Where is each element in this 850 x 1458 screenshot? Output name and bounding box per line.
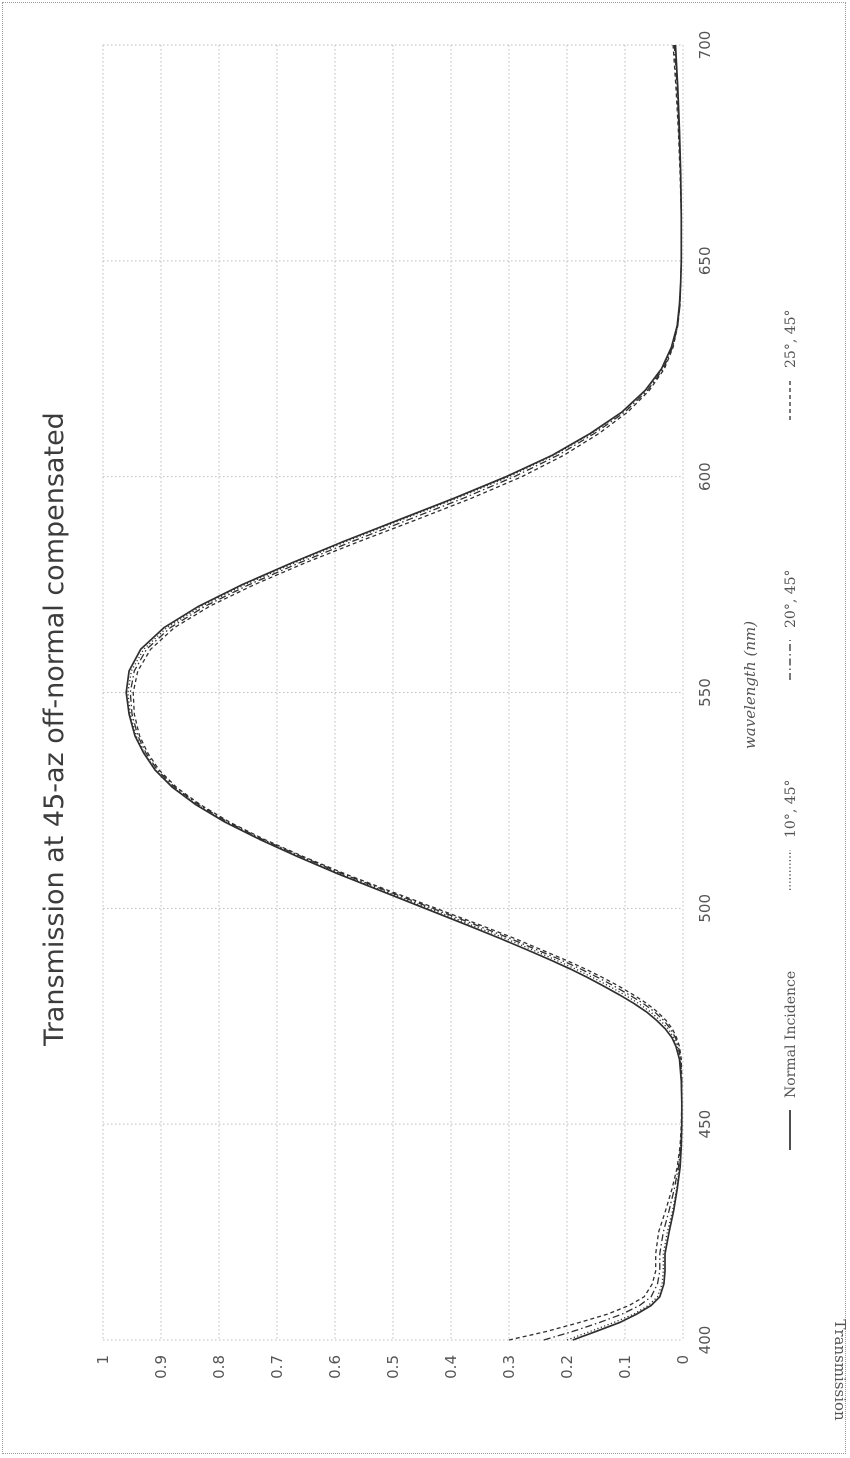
y-tick-label: 1 <box>94 1355 112 1365</box>
series-line-4 <box>132 44 683 1341</box>
y-tick-label: 0.3 <box>500 1355 518 1379</box>
x-axis-label: wavelength (nm) <box>741 621 759 749</box>
series-line-3 <box>129 44 683 1341</box>
y-tick-label: 0.6 <box>326 1355 344 1379</box>
x-tick-label: 600 <box>696 462 714 491</box>
x-tick-labels: 400 450 500 550 600 650 700 <box>696 31 714 1355</box>
x-tick-label: 650 <box>696 247 714 276</box>
y-tick-labels: 0 0.1 0.2 0.3 0.4 0.5 0.6 0.7 0.8 0.9 1 <box>94 1355 692 1379</box>
y-tick-label: 0.1 <box>616 1355 634 1379</box>
series-lines <box>125 44 683 1341</box>
legend: Normal Incidence 10°, 45° 20°, 45° 25°, 45° <box>783 309 799 1150</box>
series-line-1 <box>125 44 683 1341</box>
x-tick-label: 500 <box>696 894 714 923</box>
y-tick-label: 0.2 <box>558 1355 576 1379</box>
y-tick-label: 0.4 <box>442 1355 460 1379</box>
y-tick-label: 0.9 <box>152 1355 170 1379</box>
y-tick-label: 0.5 <box>384 1355 402 1379</box>
plot-area <box>102 44 684 1341</box>
chart-title: Transmission at 45-az off-normal compens… <box>39 412 70 1047</box>
series-line-2 <box>127 44 683 1341</box>
y-tick-label: 0.8 <box>210 1355 228 1379</box>
x-tick-label: 700 <box>696 31 714 60</box>
legend-label-2: 10°, 45° <box>783 779 799 838</box>
y-tick-label: 0 <box>674 1355 692 1365</box>
y-axis-label: Transmission <box>831 1319 849 1421</box>
gridlines <box>102 44 684 1341</box>
x-tick-label: 450 <box>696 1110 714 1139</box>
legend-label-1: Normal Incidence <box>783 971 799 1098</box>
x-tick-label: 400 <box>696 1326 714 1355</box>
legend-label-3: 20°, 45° <box>783 569 799 628</box>
x-tick-label: 550 <box>696 678 714 707</box>
y-tick-label: 0.7 <box>268 1355 286 1379</box>
legend-label-4: 25°, 45° <box>783 309 799 368</box>
